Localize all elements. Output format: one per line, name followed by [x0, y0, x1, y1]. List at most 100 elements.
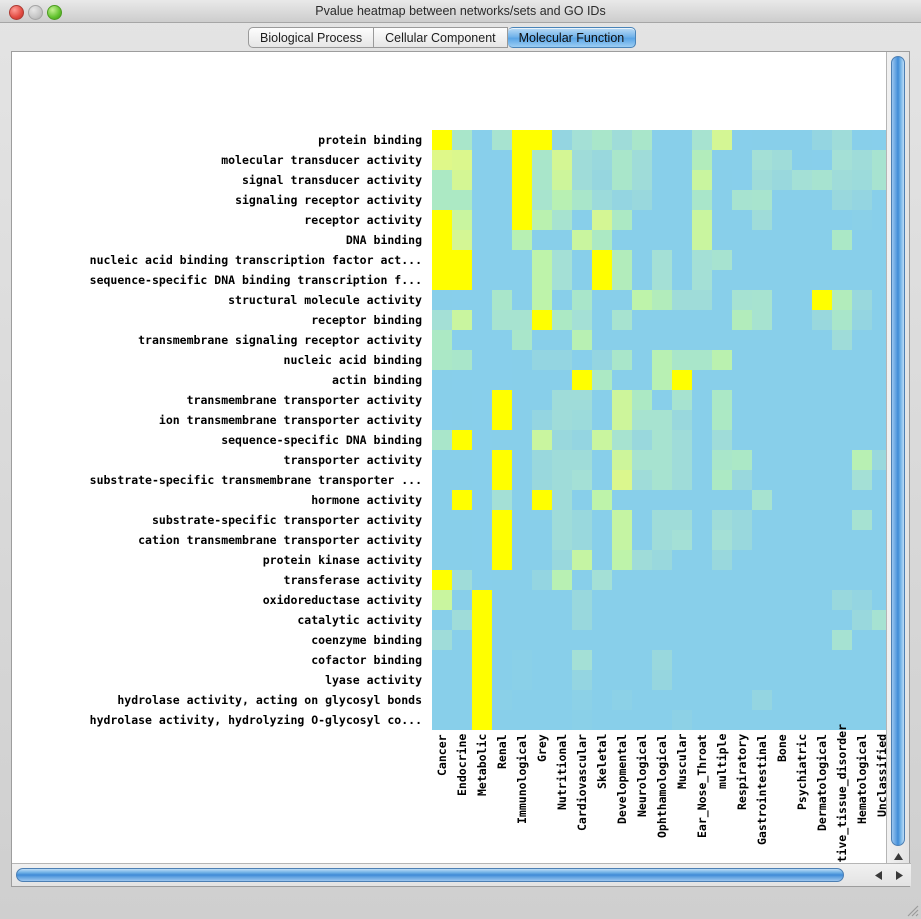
- heatmap-cell[interactable]: [532, 550, 552, 570]
- heatmap-cell[interactable]: [732, 190, 752, 210]
- heatmap-cell[interactable]: [672, 570, 692, 590]
- heatmap-cell[interactable]: [712, 570, 732, 590]
- heatmap-cell[interactable]: [532, 630, 552, 650]
- heatmap-cell[interactable]: [672, 450, 692, 470]
- heatmap-cell[interactable]: [512, 510, 532, 530]
- heatmap-cell[interactable]: [852, 330, 872, 350]
- heatmap-cell[interactable]: [832, 630, 852, 650]
- heatmap-cell[interactable]: [672, 190, 692, 210]
- heatmap-cell[interactable]: [752, 390, 772, 410]
- heatmap-cell[interactable]: [532, 290, 552, 310]
- heatmap-cell[interactable]: [812, 550, 832, 570]
- heatmap-cell[interactable]: [612, 150, 632, 170]
- heatmap-cell[interactable]: [692, 570, 712, 590]
- heatmap-cell[interactable]: [812, 430, 832, 450]
- heatmap-cell[interactable]: [672, 430, 692, 450]
- heatmap-cell[interactable]: [712, 610, 732, 630]
- heatmap-cell[interactable]: [452, 230, 472, 250]
- heatmap-cell[interactable]: [652, 230, 672, 250]
- heatmap-cell[interactable]: [712, 670, 732, 690]
- heatmap-cell[interactable]: [552, 370, 572, 390]
- heatmap-cell[interactable]: [572, 570, 592, 590]
- heatmap-cell[interactable]: [812, 370, 832, 390]
- heatmap-cell[interactable]: [492, 230, 512, 250]
- heatmap-cell[interactable]: [632, 410, 652, 430]
- heatmap-cell[interactable]: [852, 270, 872, 290]
- heatmap-cell[interactable]: [672, 350, 692, 370]
- heatmap-cell[interactable]: [532, 350, 552, 370]
- heatmap-cell[interactable]: [752, 290, 772, 310]
- heatmap-cell[interactable]: [732, 270, 752, 290]
- heatmap-cell[interactable]: [532, 490, 552, 510]
- heatmap-cell[interactable]: [552, 250, 572, 270]
- heatmap-cell[interactable]: [492, 410, 512, 430]
- heatmap-cell[interactable]: [472, 630, 492, 650]
- heatmap-cell[interactable]: [732, 630, 752, 650]
- heatmap-cell[interactable]: [832, 290, 852, 310]
- heatmap-cell[interactable]: [552, 210, 572, 230]
- heatmap-cell[interactable]: [512, 350, 532, 370]
- heatmap-cell[interactable]: [752, 190, 772, 210]
- heatmap-cell[interactable]: [612, 390, 632, 410]
- heatmap-cell[interactable]: [552, 350, 572, 370]
- heatmap-cell[interactable]: [652, 610, 672, 630]
- heatmap-cell[interactable]: [492, 150, 512, 170]
- heatmap-cell[interactable]: [692, 490, 712, 510]
- heatmap-cell[interactable]: [432, 410, 452, 430]
- heatmap-cell[interactable]: [792, 390, 812, 410]
- heatmap-cell[interactable]: [752, 550, 772, 570]
- heatmap-cell[interactable]: [732, 570, 752, 590]
- heatmap-cell[interactable]: [612, 190, 632, 210]
- heatmap-cell[interactable]: [832, 690, 852, 710]
- heatmap-cell[interactable]: [432, 570, 452, 590]
- heatmap-cell[interactable]: [492, 270, 512, 290]
- heatmap-cell[interactable]: [652, 130, 672, 150]
- heatmap-cell[interactable]: [672, 390, 692, 410]
- heatmap-cell[interactable]: [792, 430, 812, 450]
- heatmap-cell[interactable]: [452, 370, 472, 390]
- heatmap-cell[interactable]: [752, 610, 772, 630]
- heatmap-cell[interactable]: [532, 530, 552, 550]
- heatmap-cell[interactable]: [572, 430, 592, 450]
- heatmap-cell[interactable]: [712, 170, 732, 190]
- heatmap-cell[interactable]: [492, 570, 512, 590]
- heatmap-cell[interactable]: [512, 590, 532, 610]
- heatmap-cell[interactable]: [512, 330, 532, 350]
- heatmap-cell[interactable]: [712, 490, 732, 510]
- heatmap-cell[interactable]: [532, 130, 552, 150]
- heatmap-cell[interactable]: [812, 470, 832, 490]
- heatmap-cell[interactable]: [672, 530, 692, 550]
- heatmap-cell[interactable]: [472, 610, 492, 630]
- heatmap-cell[interactable]: [632, 430, 652, 450]
- heatmap-cell[interactable]: [872, 670, 887, 690]
- heatmap-cell[interactable]: [552, 390, 572, 410]
- heatmap-cell[interactable]: [432, 310, 452, 330]
- heatmap-cell[interactable]: [632, 130, 652, 150]
- horizontal-scrollbar[interactable]: [12, 863, 911, 886]
- heatmap-cell[interactable]: [752, 590, 772, 610]
- heatmap-cell[interactable]: [852, 530, 872, 550]
- heatmap-cell[interactable]: [652, 370, 672, 390]
- heatmap-cell[interactable]: [632, 230, 652, 250]
- heatmap-cell[interactable]: [572, 510, 592, 530]
- heatmap-cell[interactable]: [572, 470, 592, 490]
- heatmap-cell[interactable]: [872, 650, 887, 670]
- heatmap-cell[interactable]: [872, 410, 887, 430]
- heatmap-cell[interactable]: [552, 650, 572, 670]
- heatmap-cell[interactable]: [612, 630, 632, 650]
- heatmap-cell[interactable]: [832, 370, 852, 390]
- heatmap-cell[interactable]: [752, 430, 772, 450]
- heatmap-cell[interactable]: [492, 630, 512, 650]
- heatmap-cell[interactable]: [852, 490, 872, 510]
- heatmap-cell[interactable]: [672, 290, 692, 310]
- heatmap-cell[interactable]: [692, 310, 712, 330]
- heatmap-cell[interactable]: [832, 570, 852, 590]
- heatmap-cell[interactable]: [872, 330, 887, 350]
- heatmap-cell[interactable]: [752, 530, 772, 550]
- heatmap-cell[interactable]: [812, 250, 832, 270]
- heatmap-cell[interactable]: [632, 590, 652, 610]
- heatmap-cell[interactable]: [852, 670, 872, 690]
- heatmap-cell[interactable]: [592, 690, 612, 710]
- heatmap-cell[interactable]: [752, 690, 772, 710]
- heatmap-cell[interactable]: [592, 410, 612, 430]
